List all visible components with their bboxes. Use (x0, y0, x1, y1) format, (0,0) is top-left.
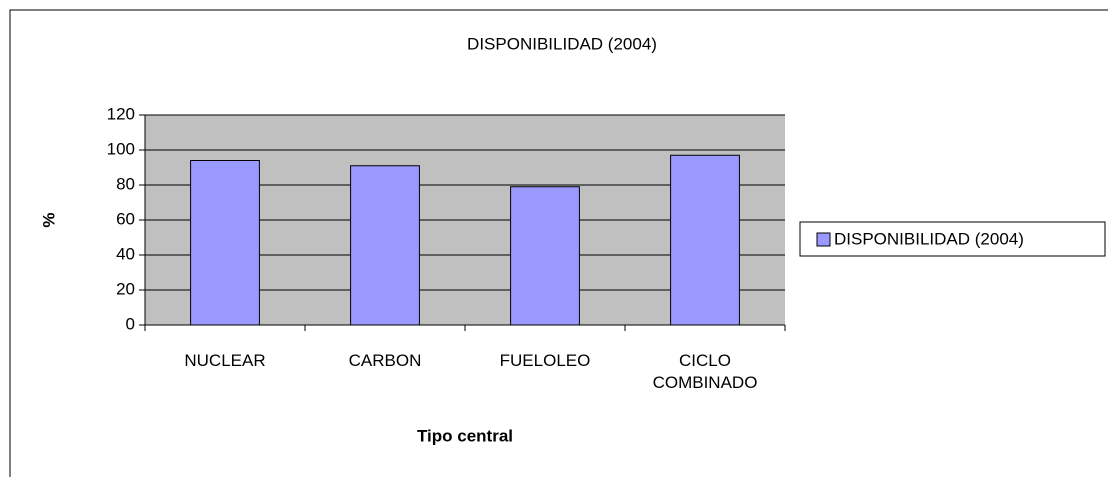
x-tick-label: CICLO COMBINADO (652, 351, 758, 392)
chart-frame (9, 9, 1108, 477)
y-tick-label: 120 (107, 104, 135, 123)
x-axis-label: Tipo central (417, 426, 513, 445)
chart-title: DISPONIBILIDAD (2004) (467, 34, 657, 53)
bar (670, 154, 740, 326)
x-tick-label: NUCLEAR (184, 351, 266, 370)
legend-label: DISPONIBILIDAD (2004) (834, 229, 1024, 248)
legend-box (799, 221, 1106, 257)
bar (350, 165, 420, 326)
legend-swatch (816, 232, 831, 247)
bar (190, 160, 260, 326)
bar (510, 186, 580, 326)
x-tick-label: FUELOLEO (499, 351, 591, 370)
y-tick-label: 20 (116, 279, 135, 298)
y-tick-label: 0 (126, 314, 135, 333)
x-tick-label: CARBON (348, 351, 422, 370)
y-axis-label: % (39, 212, 58, 227)
y-tick-label: 40 (116, 244, 135, 263)
y-tick-label: 80 (116, 174, 135, 193)
y-tick-label: 60 (116, 209, 135, 228)
y-tick-label: 100 (107, 139, 135, 158)
